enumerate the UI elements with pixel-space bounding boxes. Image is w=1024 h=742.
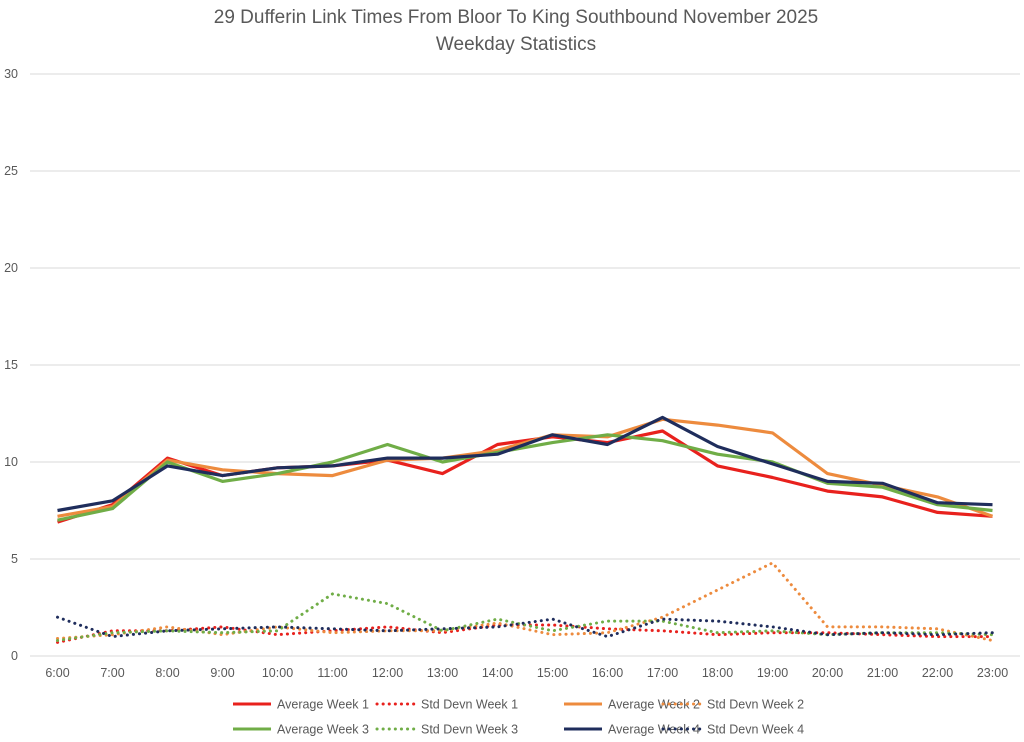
y-tick-label: 15	[4, 358, 18, 372]
gridlines	[30, 73, 1020, 657]
x-tick-label: 11:00	[317, 666, 347, 680]
x-tick-label: 17:00	[647, 666, 678, 680]
legend-entry: Std Devn Week 2	[707, 698, 804, 712]
x-tick-label: 18:00	[702, 666, 733, 680]
y-tick-label: 30	[4, 67, 18, 81]
x-tick-label: 10:00	[262, 666, 293, 680]
y-tick-label: 10	[4, 455, 18, 469]
x-tick-label: 23:00	[977, 666, 1008, 680]
x-tick-label: 7:00	[100, 666, 124, 680]
legend-entry: Std Devn Week 1	[421, 698, 518, 712]
x-tick-label: 6:00	[45, 666, 69, 680]
x-tick-label: 15:00	[537, 666, 568, 680]
legend-entry: Average Week 1	[277, 698, 369, 712]
x-tick-label: 8:00	[155, 666, 179, 680]
legend-entry: Average Week 3	[277, 723, 369, 737]
x-tick-label: 16:00	[592, 666, 623, 680]
series-line-std-devn-week-3	[56, 592, 994, 642]
y-tick-label: 25	[4, 164, 18, 178]
legend: Average Week 1 Std Devn Week 1 Average Wee…	[233, 698, 804, 737]
legend-entry: Average Week 4	[608, 723, 700, 737]
y-tick-label: 5	[11, 552, 18, 566]
x-tick-label: 22:00	[922, 666, 953, 680]
series-line-average-week-4	[57, 415, 993, 513]
series-line-std-devn-week-2	[56, 561, 994, 642]
legend-entry: Std Devn Week 3	[421, 723, 518, 737]
series-line-average-week-2	[57, 417, 994, 518]
x-axis-ticks: 6:00 7:00 8:00 9:00 10:00 11:00 12:00 13:00 14:0…	[45, 666, 1008, 680]
legend-entry: Std Devn Week 4	[707, 723, 804, 737]
legend-entry: Average Week 2	[608, 698, 700, 712]
series-line-average-week-3	[57, 433, 993, 522]
x-tick-label: 14:00	[482, 666, 513, 680]
x-tick-label: 13:00	[427, 666, 458, 680]
x-tick-label: 20:00	[812, 666, 843, 680]
x-tick-label: 21:00	[867, 666, 898, 680]
x-tick-label: 19:00	[757, 666, 788, 680]
chart-title: 29 Dufferin Link Times From Bloor To Kin…	[214, 7, 818, 28]
y-tick-label: 20	[4, 261, 18, 275]
series-lines	[56, 415, 994, 644]
x-tick-label: 12:00	[372, 666, 403, 680]
series-line-std-devn-week-4	[56, 615, 994, 639]
chart-subtitle: Weekday Statistics	[436, 34, 596, 55]
y-axis-ticks: 0 5 10 15 20 25 30	[4, 67, 18, 663]
x-tick-label: 9:00	[210, 666, 234, 680]
y-tick-label: 0	[11, 649, 18, 663]
